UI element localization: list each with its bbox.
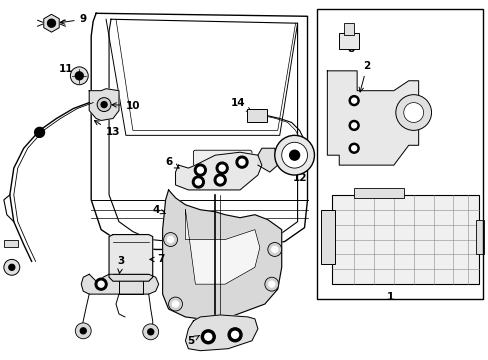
Text: 7: 7 [149,255,164,264]
Circle shape [236,156,247,168]
Text: 9: 9 [60,14,87,24]
Circle shape [47,19,55,27]
Text: 11: 11 [59,64,74,74]
Circle shape [4,260,20,275]
Text: 5: 5 [186,336,199,346]
Circle shape [204,333,211,340]
Circle shape [75,323,91,339]
Circle shape [172,301,178,307]
Circle shape [289,150,299,160]
Circle shape [97,98,111,112]
Polygon shape [257,148,277,172]
Circle shape [147,329,153,335]
Circle shape [214,174,225,186]
Circle shape [216,162,228,174]
Text: 2: 2 [358,61,370,92]
Polygon shape [44,14,59,32]
Text: 1: 1 [386,292,394,302]
Polygon shape [163,190,281,319]
Circle shape [348,96,358,105]
Circle shape [95,278,107,290]
Circle shape [168,297,182,311]
Polygon shape [81,274,158,294]
Polygon shape [89,89,119,121]
Circle shape [219,165,224,171]
Circle shape [395,95,431,130]
Text: 10: 10 [112,100,140,111]
Bar [353,188,403,198]
Circle shape [274,135,314,175]
Text: 4: 4 [152,205,165,215]
Circle shape [239,159,244,165]
Circle shape [9,264,15,270]
Text: 8: 8 [347,44,354,54]
Circle shape [192,176,204,188]
Circle shape [70,67,88,85]
FancyBboxPatch shape [193,150,251,172]
Circle shape [267,243,281,256]
Bar [332,195,478,284]
Bar [4,239,18,247]
Bar [475,220,483,255]
Circle shape [195,179,201,185]
Circle shape [80,328,86,334]
Circle shape [264,277,278,291]
Text: 6: 6 [164,157,179,168]
Circle shape [201,330,215,344]
Circle shape [351,146,356,151]
Circle shape [351,123,356,128]
Bar [339,33,358,49]
Text: 14: 14 [230,98,250,112]
Bar [246,109,266,122]
Circle shape [163,233,177,247]
Circle shape [231,331,238,338]
Circle shape [101,102,107,108]
Circle shape [217,177,223,183]
Circle shape [351,98,356,103]
Circle shape [167,237,173,243]
Polygon shape [109,235,152,281]
Bar [344,23,353,35]
Polygon shape [185,315,257,351]
Circle shape [75,72,83,80]
Circle shape [194,164,206,176]
Polygon shape [326,71,418,165]
Circle shape [35,127,44,137]
Circle shape [348,121,358,130]
Polygon shape [175,152,262,190]
Circle shape [271,247,277,252]
Circle shape [348,143,358,153]
Text: 13: 13 [94,121,120,138]
Circle shape [268,281,274,287]
Circle shape [403,103,423,122]
Circle shape [98,281,104,287]
Polygon shape [185,210,259,284]
Bar [317,9,482,299]
Text: 12: 12 [292,173,306,183]
Circle shape [228,328,242,342]
Circle shape [142,324,158,340]
Bar [321,210,335,264]
Circle shape [281,142,307,168]
Circle shape [197,167,203,173]
Text: 3: 3 [117,256,124,273]
